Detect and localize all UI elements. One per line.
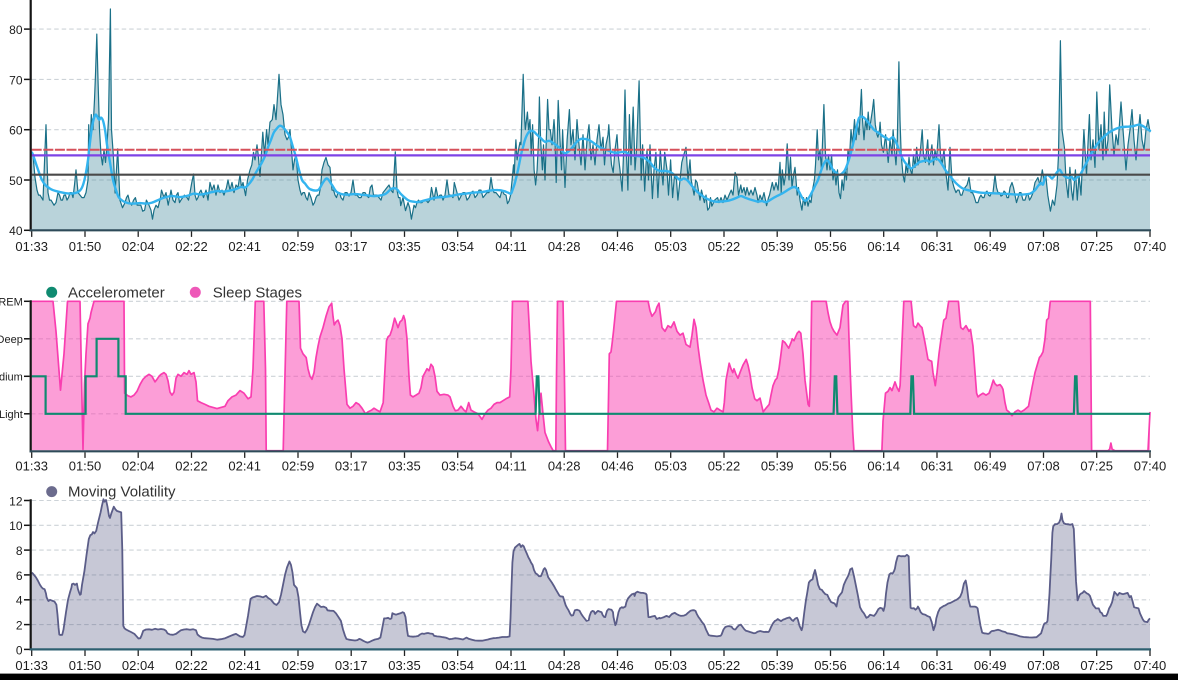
svg-text:02:59: 02:59 xyxy=(282,459,315,474)
svg-text:06:49: 06:49 xyxy=(974,459,1007,474)
svg-text:06:49: 06:49 xyxy=(974,658,1007,673)
svg-text:05:39: 05:39 xyxy=(761,239,794,254)
svg-text:4: 4 xyxy=(16,594,23,608)
svg-text:05:22: 05:22 xyxy=(708,459,741,474)
svg-text:Moving Volatility: Moving Volatility xyxy=(68,484,176,501)
svg-text:12: 12 xyxy=(9,494,23,508)
svg-text:03:17: 03:17 xyxy=(335,658,368,673)
svg-text:04:28: 04:28 xyxy=(548,658,581,673)
svg-text:01:33: 01:33 xyxy=(15,658,48,673)
svg-text:04:11: 04:11 xyxy=(495,239,527,254)
svg-text:05:56: 05:56 xyxy=(814,239,847,254)
svg-text:40: 40 xyxy=(9,224,23,238)
svg-text:06:14: 06:14 xyxy=(867,658,900,673)
svg-text:02:59: 02:59 xyxy=(282,658,315,673)
svg-text:06:14: 06:14 xyxy=(867,459,900,474)
svg-text:03:54: 03:54 xyxy=(441,658,474,673)
svg-text:Medium: Medium xyxy=(0,371,23,383)
svg-text:0: 0 xyxy=(16,643,23,657)
svg-text:8: 8 xyxy=(16,544,23,558)
svg-text:02:22: 02:22 xyxy=(175,658,208,673)
svg-text:06:31: 06:31 xyxy=(921,239,954,254)
svg-text:06:31: 06:31 xyxy=(921,658,954,673)
svg-text:05:03: 05:03 xyxy=(654,239,687,254)
svg-text:04:46: 04:46 xyxy=(601,658,634,673)
svg-text:04:11: 04:11 xyxy=(495,658,527,673)
svg-text:02:59: 02:59 xyxy=(282,239,315,254)
svg-text:05:22: 05:22 xyxy=(708,239,741,254)
svg-text:05:39: 05:39 xyxy=(761,658,794,673)
svg-text:01:50: 01:50 xyxy=(69,459,102,474)
svg-text:04:28: 04:28 xyxy=(548,459,581,474)
svg-text:05:39: 05:39 xyxy=(761,459,794,474)
svg-text:06:14: 06:14 xyxy=(867,239,900,254)
svg-text:07:08: 07:08 xyxy=(1027,658,1060,673)
svg-text:02:04: 02:04 xyxy=(122,459,155,474)
svg-text:2: 2 xyxy=(16,619,23,633)
svg-text:05:03: 05:03 xyxy=(654,658,687,673)
svg-text:05:56: 05:56 xyxy=(814,658,847,673)
svg-text:02:04: 02:04 xyxy=(122,658,155,673)
svg-text:Accelerometer: Accelerometer xyxy=(68,284,165,301)
svg-text:01:33: 01:33 xyxy=(15,459,48,474)
svg-text:03:35: 03:35 xyxy=(388,459,421,474)
svg-text:02:41: 02:41 xyxy=(228,658,261,673)
svg-text:6: 6 xyxy=(16,569,23,583)
svg-text:10: 10 xyxy=(9,519,23,533)
svg-text:01:50: 01:50 xyxy=(69,239,102,254)
svg-text:Light: Light xyxy=(0,409,23,421)
svg-text:03:35: 03:35 xyxy=(388,239,421,254)
svg-text:07:25: 07:25 xyxy=(1080,239,1113,254)
svg-text:Sleep Stages: Sleep Stages xyxy=(213,284,302,301)
svg-text:04:46: 04:46 xyxy=(601,239,634,254)
svg-text:01:50: 01:50 xyxy=(69,658,102,673)
svg-text:02:22: 02:22 xyxy=(175,459,208,474)
svg-text:06:31: 06:31 xyxy=(921,459,954,474)
svg-text:07:40: 07:40 xyxy=(1134,239,1167,254)
svg-text:Deep: Deep xyxy=(0,334,23,346)
svg-text:07:40: 07:40 xyxy=(1134,459,1167,474)
svg-text:03:54: 03:54 xyxy=(441,459,474,474)
svg-text:02:22: 02:22 xyxy=(175,239,208,254)
svg-text:04:46: 04:46 xyxy=(601,459,634,474)
svg-text:07:08: 07:08 xyxy=(1027,459,1060,474)
svg-text:70: 70 xyxy=(9,73,23,87)
svg-text:80: 80 xyxy=(9,23,23,37)
svg-text:03:17: 03:17 xyxy=(335,239,368,254)
svg-text:07:08: 07:08 xyxy=(1027,239,1060,254)
svg-text:REM: REM xyxy=(0,296,23,308)
svg-text:03:54: 03:54 xyxy=(441,239,474,254)
svg-text:50: 50 xyxy=(9,174,23,188)
svg-text:60: 60 xyxy=(9,124,23,138)
svg-text:02:41: 02:41 xyxy=(228,459,261,474)
svg-text:04:28: 04:28 xyxy=(548,239,581,254)
svg-text:03:17: 03:17 xyxy=(335,459,368,474)
svg-text:02:41: 02:41 xyxy=(228,239,261,254)
svg-text:01:33: 01:33 xyxy=(15,239,48,254)
svg-text:07:40: 07:40 xyxy=(1134,658,1167,673)
svg-text:02:04: 02:04 xyxy=(122,239,155,254)
svg-text:07:25: 07:25 xyxy=(1080,459,1113,474)
svg-text:05:03: 05:03 xyxy=(654,459,687,474)
svg-text:05:56: 05:56 xyxy=(814,459,847,474)
svg-text:07:25: 07:25 xyxy=(1080,658,1113,673)
svg-text:06:49: 06:49 xyxy=(974,239,1007,254)
svg-text:05:22: 05:22 xyxy=(708,658,741,673)
svg-text:04:11: 04:11 xyxy=(495,459,527,474)
svg-text:03:35: 03:35 xyxy=(388,658,421,673)
